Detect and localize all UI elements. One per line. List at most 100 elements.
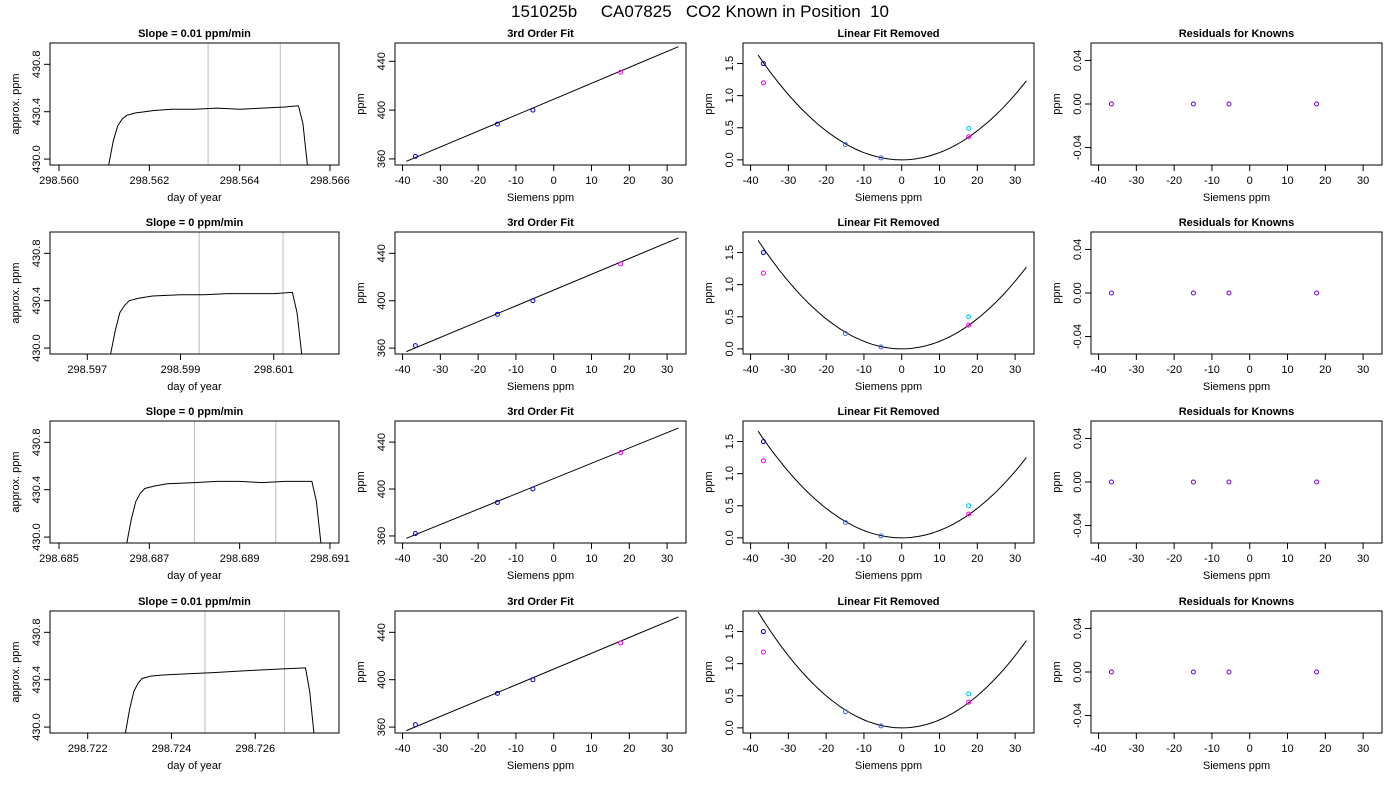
- x-tick-label: 30: [1009, 553, 1021, 565]
- data-point: [842, 519, 848, 525]
- y-tick-label: 430.0: [31, 334, 43, 362]
- data-point: [842, 709, 848, 715]
- y-tick-label: 430.4: [31, 98, 43, 126]
- x-tick-label: -10: [856, 175, 872, 187]
- plot-frame: [49, 420, 340, 544]
- plot-frame: [742, 231, 1035, 355]
- x-tick-label: -30: [432, 743, 448, 755]
- x-axis-label: Siemens ppm: [1203, 381, 1270, 393]
- x-tick-label: -20: [1166, 364, 1182, 376]
- x-tick-label: -30: [1128, 364, 1144, 376]
- x-tick-label: 20: [623, 364, 635, 376]
- plot-frame: [394, 420, 687, 544]
- data-point: [966, 503, 972, 509]
- x-tick-label: -10: [856, 364, 872, 376]
- data-point: [760, 629, 766, 635]
- panel-title: Linear Fit Removed: [837, 217, 939, 229]
- data-point: [618, 640, 624, 646]
- y-tick-label: 400: [376, 671, 388, 689]
- data-point: [1314, 669, 1320, 675]
- plot-area: [757, 611, 1027, 729]
- y-axis-label: ppm: [703, 282, 715, 303]
- x-tick-label: -40: [743, 175, 759, 187]
- x-axis-label: Siemens ppm: [507, 570, 574, 582]
- y-axis-label: ppm: [355, 93, 367, 114]
- y-tick-label: 400: [376, 101, 388, 119]
- y-tick-label: 440: [376, 244, 388, 262]
- fit-curve: [757, 611, 1027, 729]
- panel-r3-c1: Slope = 0 ppm/min 298.685 298.687 298.689 29…: [10, 406, 350, 582]
- x-tick-label: 30: [661, 553, 673, 565]
- panel-title: Slope = 0 ppm/min: [146, 217, 244, 229]
- y-tick-label: 1.0: [724, 277, 736, 292]
- x-tick-label: -30: [432, 364, 448, 376]
- x-tick-label: 20: [623, 553, 635, 565]
- y-tick-label: 0.04: [1072, 618, 1084, 639]
- plot-frame: [394, 42, 687, 166]
- x-axis-label: Siemens ppm: [1203, 570, 1270, 582]
- x-tick-label: -10: [508, 743, 524, 755]
- fit-curve: [757, 240, 1027, 350]
- y-tick-label: 430.4: [31, 666, 43, 694]
- x-tick-label: 20: [623, 175, 635, 187]
- panel-r1-c1: Slope = 0.01 ppm/min 298.560 298.562 298.56…: [10, 28, 350, 204]
- x-tick-label: -20: [818, 553, 834, 565]
- x-tick-label: -40: [395, 364, 411, 376]
- data-point: [1190, 479, 1196, 485]
- series-line: [110, 291, 303, 354]
- x-tick-label: -30: [432, 553, 448, 565]
- y-tick-label: 430.8: [31, 51, 43, 79]
- plot-frame: [742, 420, 1035, 544]
- x-tick-label: 0: [1247, 364, 1253, 376]
- x-tick-label: 0: [1247, 553, 1253, 565]
- x-tick-label: 10: [585, 553, 597, 565]
- data-point: [878, 723, 884, 729]
- data-point: [760, 250, 766, 256]
- x-tick-label: -40: [743, 364, 759, 376]
- x-tick-label: 298.601: [254, 364, 294, 376]
- y-tick-label: 430.8: [31, 619, 43, 647]
- x-tick-label: 20: [1319, 364, 1331, 376]
- y-axis-label: ppm: [1051, 661, 1063, 682]
- data-point: [618, 261, 624, 267]
- panel-r4-c1: Slope = 0.01 ppm/min 298.722 298.724 298.72…: [10, 596, 340, 772]
- x-tick-label: -20: [818, 743, 834, 755]
- x-tick-label: 298.564: [220, 175, 260, 187]
- y-axis-label: ppm: [1051, 471, 1063, 492]
- data-point: [412, 530, 418, 536]
- y-tick-label: 400: [376, 292, 388, 310]
- y-tick-label: 1.0: [724, 88, 736, 103]
- y-tick-label: 0.04: [1072, 50, 1084, 71]
- x-tick-label: -40: [1091, 553, 1107, 565]
- x-tick-label: 298.722: [68, 743, 108, 755]
- x-axis-label: Siemens ppm: [855, 760, 922, 772]
- x-tick-label: 10: [1281, 364, 1293, 376]
- data-point: [618, 450, 624, 456]
- x-tick-label: -30: [780, 743, 796, 755]
- x-axis-label: day of year: [167, 760, 222, 772]
- panel-title: 3rd Order Fit: [507, 217, 574, 229]
- data-point: [530, 677, 536, 683]
- y-axis-label: approx. ppm: [10, 451, 22, 512]
- x-tick-label: 0: [551, 743, 557, 755]
- plot-area: [126, 480, 322, 543]
- x-tick-label: -20: [818, 175, 834, 187]
- x-tick-label: 0: [899, 175, 905, 187]
- panel-r3-c4: Residuals for Knowns -40 -30 -20 -10 0 10 20 30 -…: [1051, 406, 1383, 582]
- x-axis-label: day of year: [167, 570, 222, 582]
- y-tick-label: -0.04: [1072, 703, 1084, 728]
- x-tick-label: -40: [1091, 175, 1107, 187]
- data-point: [1314, 101, 1320, 107]
- data-point: [878, 155, 884, 161]
- x-tick-label: -20: [470, 175, 486, 187]
- plot-frame: [394, 231, 687, 355]
- y-tick-label: 440: [376, 52, 388, 70]
- data-point: [966, 699, 972, 705]
- y-tick-label: 1.0: [724, 466, 736, 481]
- x-tick-label: 10: [933, 553, 945, 565]
- y-axis-label: ppm: [355, 661, 367, 682]
- x-tick-label: 0: [899, 743, 905, 755]
- data-point: [966, 691, 972, 697]
- y-tick-label: 360: [376, 527, 388, 545]
- x-tick-label: 298.691: [310, 553, 350, 565]
